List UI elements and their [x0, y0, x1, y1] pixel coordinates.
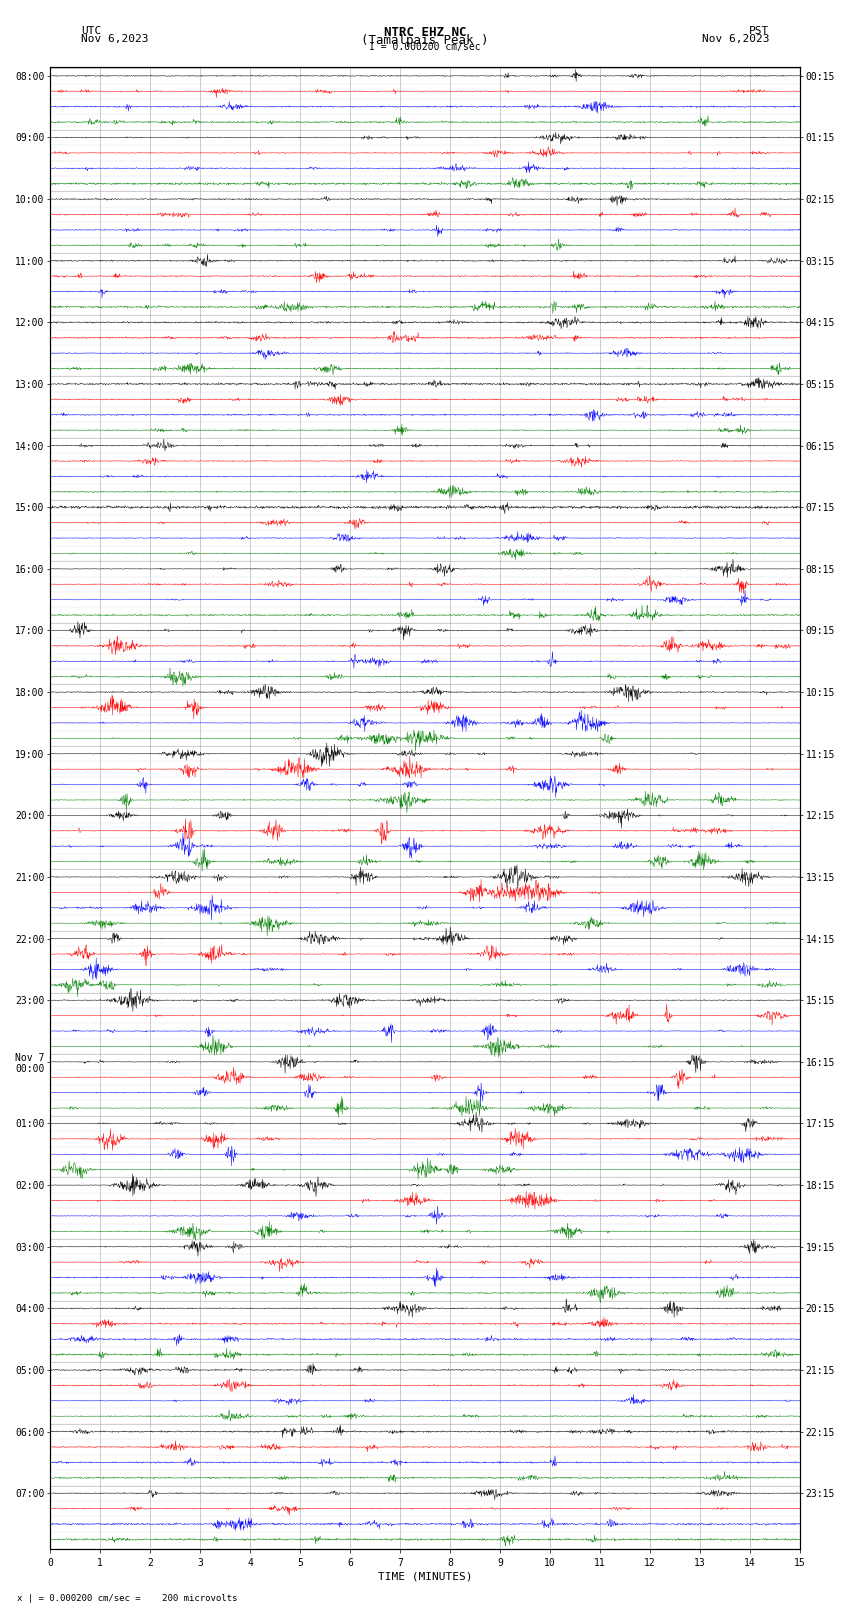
Text: (Tamalpais Peak ): (Tamalpais Peak ): [361, 34, 489, 47]
Text: Nov 6,2023: Nov 6,2023: [702, 34, 769, 44]
Text: I = 0.000200 cm/sec: I = 0.000200 cm/sec: [369, 42, 481, 52]
Text: PST: PST: [749, 26, 769, 35]
X-axis label: TIME (MINUTES): TIME (MINUTES): [377, 1573, 473, 1582]
Text: UTC: UTC: [81, 26, 101, 35]
Text: NTRC EHZ NC: NTRC EHZ NC: [383, 26, 467, 39]
Text: Nov 6,2023: Nov 6,2023: [81, 34, 148, 44]
Text: x | = 0.000200 cm/sec =    200 microvolts: x | = 0.000200 cm/sec = 200 microvolts: [17, 1594, 237, 1603]
